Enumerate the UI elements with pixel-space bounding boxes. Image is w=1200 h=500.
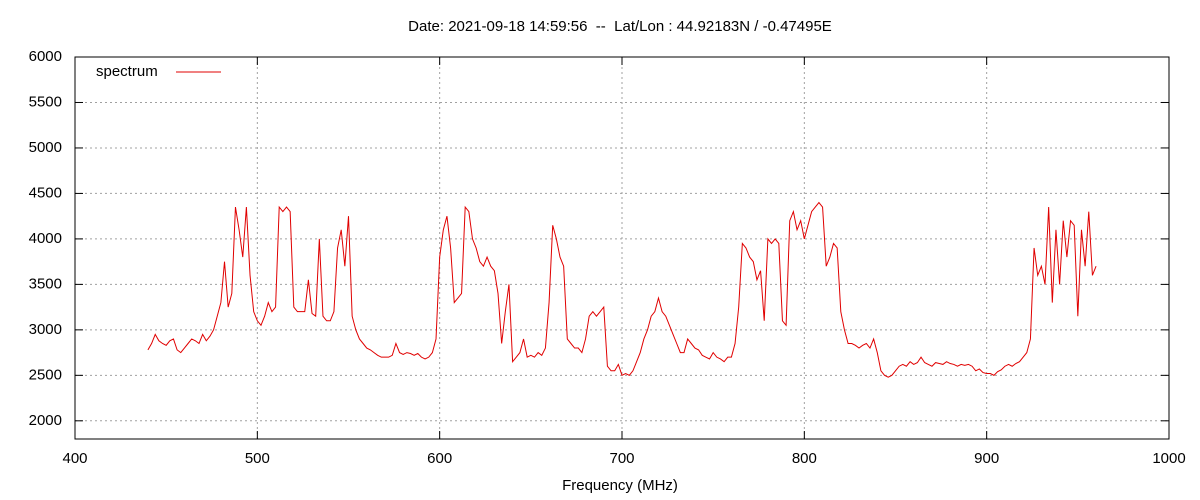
y-tick-label: 2500 — [29, 366, 62, 383]
x-tick-label: 400 — [62, 450, 87, 467]
y-tick-label: 4000 — [29, 230, 62, 247]
y-tick-label: 5000 — [29, 139, 62, 156]
y-tick-label: 3500 — [29, 275, 62, 292]
x-tick-label: 500 — [245, 450, 270, 467]
x-tick-label: 600 — [427, 450, 452, 467]
legend-label: spectrum — [96, 63, 158, 80]
y-tick-label: 6000 — [29, 48, 62, 65]
y-tick-label: 5500 — [29, 93, 62, 110]
x-axis-label: Frequency (MHz) — [562, 477, 678, 494]
x-tick-label: 700 — [609, 450, 634, 467]
y-tick-label: 2000 — [29, 412, 62, 429]
series-line — [147, 201, 1097, 378]
x-tick-label: 900 — [974, 450, 999, 467]
y-tick-label: 4500 — [29, 184, 62, 201]
y-tick-label: 3000 — [29, 321, 62, 338]
x-tick-label: 1000 — [1152, 450, 1185, 467]
plot-border — [74, 56, 1170, 440]
x-tick-label: 800 — [792, 450, 817, 467]
chart-title: Date: 2021-09-18 14:59:56 -- Lat/Lon : 4… — [408, 18, 832, 35]
